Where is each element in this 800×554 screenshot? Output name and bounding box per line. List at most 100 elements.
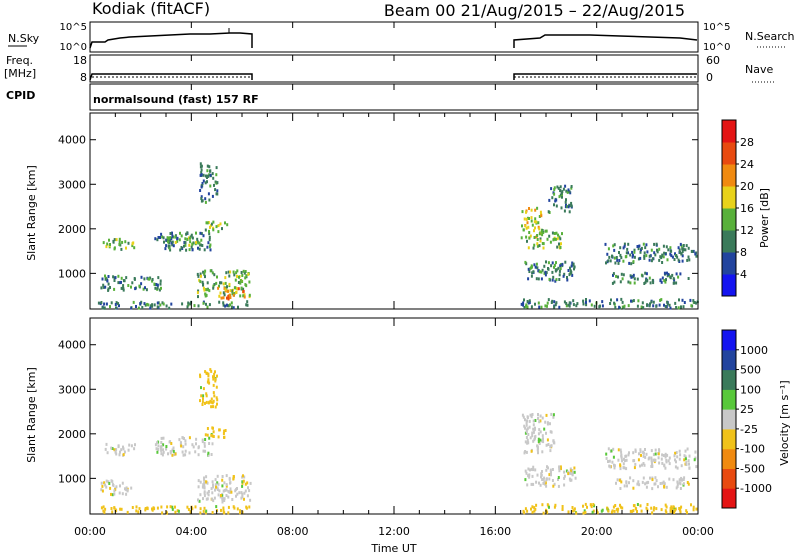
y-tick-label: 3000 (58, 178, 86, 191)
echo-cell (681, 298, 684, 302)
echo-cell (200, 185, 203, 189)
echo-cell (205, 293, 208, 297)
echo-cell (639, 464, 641, 468)
echo-cell (660, 256, 663, 260)
echo-cell (550, 264, 553, 268)
echo-cell (592, 509, 595, 513)
echo-cell (117, 444, 120, 448)
echo-cell (564, 184, 567, 188)
echo-cell (561, 190, 564, 194)
echo-cell (204, 449, 207, 453)
echo-cell (650, 300, 653, 304)
echo-cell (164, 247, 167, 251)
echo-cell (538, 270, 541, 274)
echo-cell (642, 306, 645, 310)
echo-cell (656, 250, 659, 254)
echo-cell (193, 304, 196, 308)
echo-cell (244, 489, 247, 493)
echo-cell (553, 300, 556, 304)
echo-cell (575, 304, 578, 308)
echo-cell (157, 448, 160, 451)
echo-cell (665, 460, 668, 464)
echo-cell (212, 485, 215, 489)
echo-cell (187, 301, 190, 305)
echo-cell (241, 495, 244, 499)
echo-cell (654, 476, 657, 480)
echo-cell (237, 281, 240, 284)
echo-cell (202, 497, 204, 501)
echo-cell (669, 252, 672, 256)
echo-cell (586, 505, 588, 509)
echo-cell (645, 278, 647, 282)
echo-cell (649, 281, 652, 285)
echo-cell (619, 253, 622, 257)
echo-cell (523, 424, 526, 428)
echo-cell (205, 475, 208, 479)
echo-cell (561, 505, 564, 508)
echo-cell (620, 456, 623, 460)
echo-cell (530, 274, 533, 278)
echo-cell (590, 303, 593, 307)
echo-cell (212, 228, 215, 232)
echo-cell (661, 461, 664, 465)
echo-cell (101, 484, 104, 488)
echo-cell (672, 281, 675, 285)
nave-label: Nave (745, 63, 773, 76)
echo-cell (676, 484, 679, 488)
echo-cell (692, 299, 695, 303)
echo-cell (244, 270, 247, 273)
echo-cell (137, 510, 140, 514)
echo-cell (227, 511, 230, 515)
colorbar-tick-label: 8 (740, 246, 747, 259)
echo-cell (612, 505, 615, 509)
echo-cell (553, 482, 556, 486)
echo-cell (550, 444, 553, 448)
echo-cell (645, 272, 648, 276)
echo-cell (232, 270, 235, 274)
echo-cell (568, 477, 571, 481)
echo-cell (233, 292, 236, 295)
echo-cell (230, 301, 233, 305)
colorbar-segment (722, 409, 736, 430)
echo-cell (97, 301, 100, 305)
echo-cell (659, 279, 662, 283)
echo-cell (111, 447, 114, 450)
echo-cell (122, 453, 125, 457)
echo-cell (224, 221, 226, 225)
echo-cell (212, 284, 215, 288)
echo-cell (198, 241, 201, 245)
echo-cell (179, 231, 181, 235)
echo-cell (633, 250, 636, 254)
echo-cell (630, 262, 633, 266)
echo-cell (669, 275, 672, 279)
echo-cell (643, 282, 646, 285)
echo-cell (655, 304, 658, 308)
echo-cell (195, 437, 198, 441)
echo-cell (131, 506, 134, 509)
echo-cell (213, 496, 216, 500)
echo-cell (167, 240, 170, 244)
echo-cell (204, 269, 207, 273)
colorbar-segment (722, 186, 736, 209)
echo-cell (666, 300, 669, 304)
echo-cell (638, 244, 641, 248)
echo-cell (521, 413, 524, 417)
echo-cell (197, 498, 199, 502)
echo-cell (651, 257, 654, 261)
echo-cell (199, 507, 202, 511)
echo-cell (601, 508, 604, 512)
echo-cell (659, 298, 662, 302)
x-tick-label: 00:00 (74, 525, 106, 538)
echo-cell (183, 241, 186, 244)
echo-cell (203, 248, 206, 252)
echo-cell (531, 505, 534, 509)
echo-cell (223, 499, 226, 502)
echo-cell (533, 229, 535, 233)
echo-cell (666, 302, 669, 306)
echo-cell (525, 303, 528, 307)
echo-cell (666, 453, 669, 457)
echo-cell (201, 199, 204, 203)
echo-cell (127, 284, 130, 287)
echo-cell (673, 258, 676, 261)
